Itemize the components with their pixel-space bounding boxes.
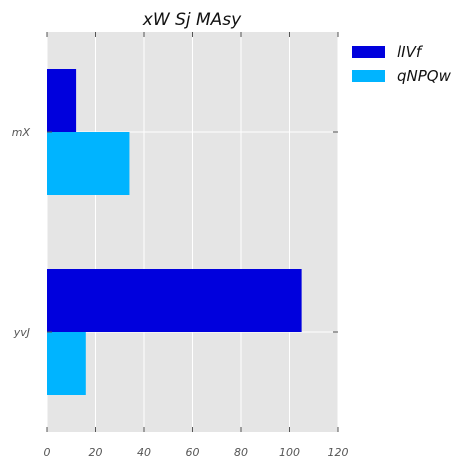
bar-qNPQw-yvJ [47,332,86,395]
y-tick-labels: mX yvJ [12,126,31,339]
x-tick-label-6: 120 [328,446,349,459]
x-tick-label-3: 60 [186,446,200,459]
x-tick-label-1: 20 [89,446,103,459]
bars [47,69,302,395]
y-tick-label-0: mX [12,126,31,139]
bar-lIVf-yvJ [47,269,302,332]
x-tick-labels: 0 20 40 60 80 100 120 [44,446,349,459]
legend-swatch-qNPQw [352,70,385,82]
x-tick-label-0: 0 [44,446,51,459]
x-tick-label-5: 100 [279,446,300,459]
legend-label-lIVf: lIVf [397,43,424,61]
legend-label-qNPQw: qNPQw [397,67,452,85]
legend-swatch-lIVf [352,46,385,58]
chart-title: xW Sj MAsy [142,10,242,30]
legend: lIVf qNPQw [352,43,452,85]
x-tick-label-2: 40 [137,446,151,459]
ticks [46,32,339,432]
bar-lIVf-mX [47,69,77,132]
bar-qNPQw-mX [47,132,130,195]
y-tick-label-1: yvJ [13,326,30,339]
x-tick-label-4: 80 [234,446,248,459]
